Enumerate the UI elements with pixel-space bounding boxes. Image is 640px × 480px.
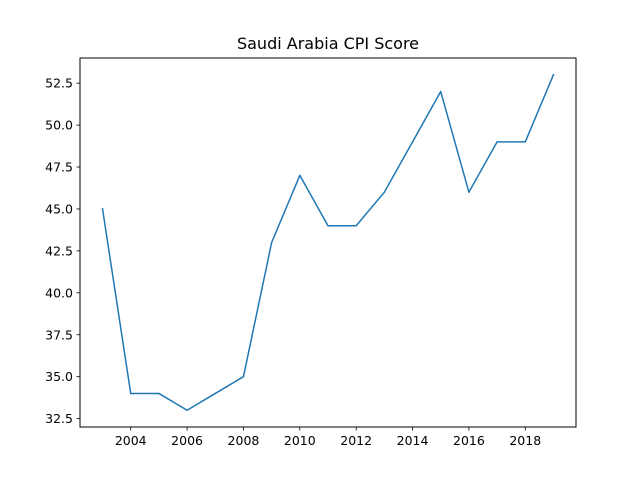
data-point [270, 241, 273, 244]
y-axis: 32.5 35.0 37.5 40.0 42.5 45.0 47.5 50.0 52.5 [45, 76, 80, 426]
y-tick-label: 40.0 [45, 285, 73, 300]
data-point [496, 141, 498, 143]
data-point [439, 90, 442, 93]
y-tick-label: 45.0 [45, 201, 73, 216]
data-point [524, 141, 527, 143]
x-tick-label: 2012 [340, 433, 372, 448]
plot-frame [79, 57, 577, 428]
y-tick-label: 50.0 [45, 118, 73, 133]
data-point [355, 224, 357, 227]
plot-area [101, 73, 555, 411]
y-tick-label: 35.0 [45, 369, 73, 384]
data-point [383, 191, 386, 193]
series-line [101, 73, 555, 411]
x-tick-label: 2006 [171, 433, 203, 448]
data-point [158, 392, 160, 395]
data-point [242, 375, 245, 378]
y-tick-label: 47.5 [45, 160, 73, 175]
data-point [186, 409, 188, 411]
data-point [327, 224, 329, 227]
x-tick-label: 2016 [453, 433, 485, 448]
data-point [214, 392, 217, 395]
data-point [129, 392, 132, 395]
data-point [468, 191, 470, 193]
data-point [552, 74, 555, 76]
x-tick-label: 2008 [228, 433, 260, 448]
data-point [299, 174, 301, 177]
x-tick-label: 2010 [284, 433, 316, 448]
y-tick-label: 42.5 [45, 243, 73, 258]
y-tick-label: 32.5 [45, 411, 73, 426]
x-tick-label: 2018 [509, 433, 541, 448]
x-axis: 2004 2006 2008 2010 2012 2014 2016 2018 [115, 427, 541, 448]
y-tick-label: 52.5 [45, 76, 73, 91]
x-tick-label: 2014 [397, 433, 429, 448]
data-point [101, 208, 104, 210]
y-tick-label: 37.5 [45, 327, 73, 342]
data-point [411, 141, 414, 143]
chart-title: Saudi Arabia CPI Score [237, 34, 419, 53]
x-tick-label: 2004 [115, 433, 147, 448]
